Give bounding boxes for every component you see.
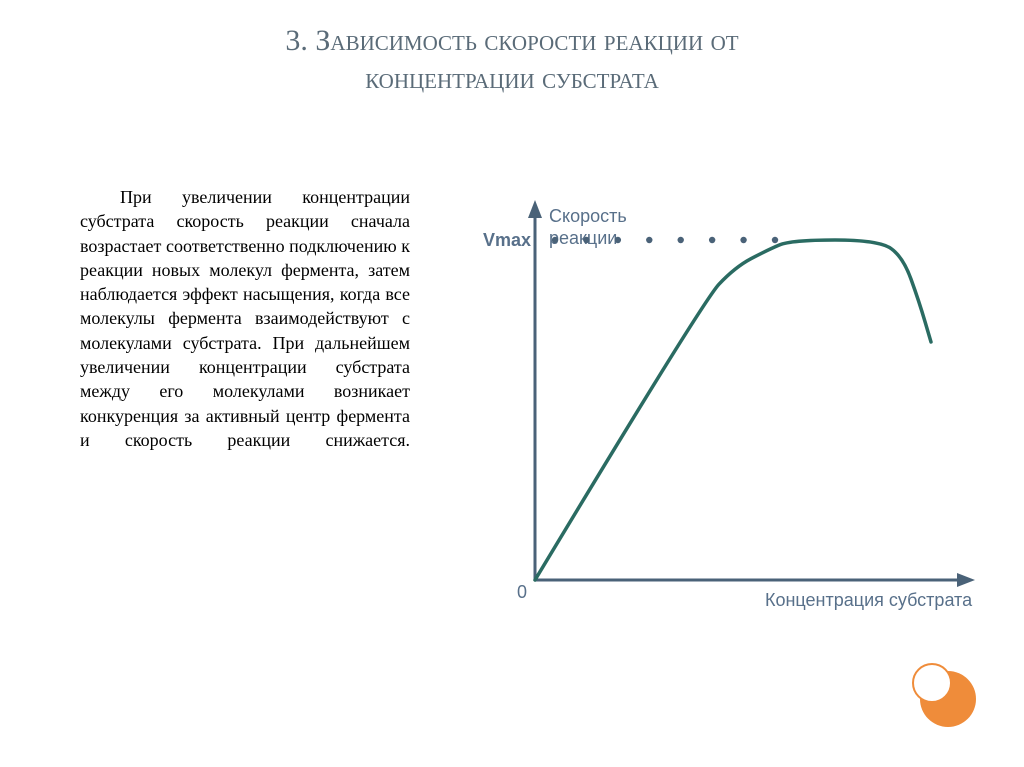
vmax-dot [772,237,778,243]
title-line-1: Зависимость скорости реакции от [315,24,738,57]
vmax-dot [552,237,558,243]
vmax-dot [583,237,589,243]
saturation-chart: 0 Скоростьреакции Концентрация субстрата Vm… [475,140,975,630]
title-line-2: концентрации субстрата [365,62,659,95]
origin-label: 0 [517,582,527,602]
slide: 3. Зависимость скорости реакции от конце… [0,0,1024,767]
y-axis-label-2: реакции [549,228,617,248]
vmax-dot [709,237,715,243]
title-number: 3. [285,24,308,57]
body-text-content: При увеличении концентрации субстрата ск… [80,187,410,450]
decor-inner-circle [912,663,952,703]
vmax-label: Vmax [483,230,531,250]
body-paragraph: При увеличении концентрации субстрата ск… [80,185,410,452]
vmax-dot [615,237,621,243]
slide-title: 3. Зависимость скорости реакции от конце… [60,22,964,97]
vmax-dot [646,237,652,243]
vmax-dot [740,237,746,243]
x-axis-label: Концентрация субстрата [765,590,973,610]
vmax-dot [678,237,684,243]
chart-svg: 0 Скоростьреакции Концентрация субстрата Vm… [475,140,975,630]
y-axis-label-1: Скорость [549,206,627,226]
decor-circles [912,663,984,735]
